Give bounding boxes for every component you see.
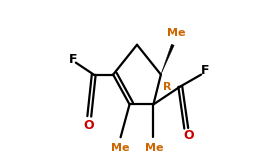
- Text: Me: Me: [111, 143, 129, 153]
- Text: O: O: [83, 119, 94, 132]
- Text: F: F: [201, 64, 209, 77]
- Text: O: O: [183, 129, 194, 142]
- Text: Me: Me: [167, 28, 186, 38]
- Text: F: F: [69, 53, 78, 66]
- Text: R: R: [163, 82, 172, 91]
- Text: Me: Me: [145, 143, 163, 153]
- Polygon shape: [161, 44, 174, 75]
